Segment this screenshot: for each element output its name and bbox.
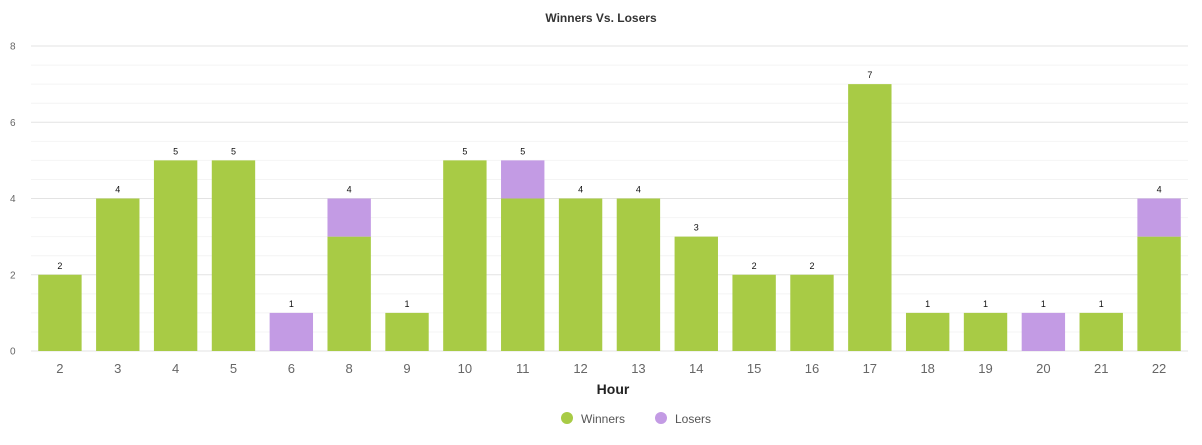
data-label: 5 (231, 146, 236, 156)
bar-winners-10[interactable] (443, 160, 487, 351)
bar-losers-22[interactable] (1137, 198, 1181, 237)
data-label: 4 (636, 185, 641, 195)
x-tick-label: 19 (978, 361, 992, 376)
x-tick-label: 6 (288, 361, 295, 376)
x-tick-label: 20 (1036, 361, 1050, 376)
x-tick-label: 5 (230, 361, 237, 376)
data-label: 1 (1041, 299, 1046, 309)
data-label: 4 (347, 185, 352, 195)
data-label: 4 (578, 185, 583, 195)
bar-winners-21[interactable] (1079, 312, 1123, 351)
x-axis-label: Hour (597, 381, 630, 397)
bar-winners-22[interactable] (1137, 236, 1181, 351)
chart-title: Winners Vs. Losers (545, 11, 657, 25)
x-tick-label: 18 (920, 361, 934, 376)
y-tick-label: 2 (10, 270, 16, 281)
data-label: 1 (405, 299, 410, 309)
bar-winners-15[interactable] (732, 274, 776, 351)
legend: Winners Losers (561, 412, 711, 426)
bar-winners-5[interactable] (211, 160, 256, 351)
data-labels: 2 4 5 5 1 4 1 5 5 4 4 3 2 2 7 1 1 1 1 4 (57, 70, 1161, 309)
bar-winners-12[interactable] (558, 198, 603, 352)
data-label: 7 (867, 70, 872, 80)
x-tick-label: 2 (56, 361, 63, 376)
y-axis: 0 2 4 6 8 (10, 42, 16, 358)
x-tick-label: 10 (458, 361, 472, 376)
legend-item-winners[interactable]: Winners (561, 412, 625, 426)
data-label: 1 (925, 299, 930, 309)
legend-label: Losers (675, 412, 711, 426)
x-tick-label: 4 (172, 361, 179, 376)
data-label: 2 (752, 261, 757, 271)
legend-marker (655, 412, 667, 424)
x-tick-label: 17 (863, 361, 877, 376)
bar-winners-14[interactable] (674, 236, 718, 351)
x-tick-label: 13 (631, 361, 645, 376)
data-label: 4 (1157, 185, 1162, 195)
bar-losers-8[interactable] (327, 198, 371, 237)
bar-winners-2[interactable] (38, 274, 82, 351)
x-tick-label: 14 (689, 361, 703, 376)
data-label: 5 (520, 146, 525, 156)
x-tick-label: 16 (805, 361, 819, 376)
x-tick-label: 9 (403, 361, 410, 376)
legend-marker (561, 412, 573, 424)
data-label: 1 (1099, 299, 1104, 309)
x-tick-label: 22 (1152, 361, 1166, 376)
bar-winners-13[interactable] (616, 198, 661, 352)
legend-item-losers[interactable]: Losers (655, 412, 711, 426)
x-tick-label: 11 (516, 361, 530, 376)
data-label: 5 (462, 146, 467, 156)
bar-winners-3[interactable] (96, 198, 140, 352)
legend-label: Winners (581, 412, 625, 426)
bars (38, 84, 1181, 351)
bar-winners-16[interactable] (790, 274, 834, 351)
bar-winners-4[interactable] (153, 160, 198, 351)
bar-losers-6[interactable] (269, 312, 314, 351)
bar-winners-8[interactable] (327, 236, 371, 351)
bar-winners-9[interactable] (385, 312, 429, 351)
x-tick-label: 12 (573, 361, 587, 376)
data-label: 1 (289, 299, 294, 309)
x-axis: 2 3 4 5 6 8 9 10 11 12 13 14 15 16 17 18 19 20 21 22 (56, 361, 1166, 376)
y-tick-label: 8 (10, 42, 16, 53)
y-tick-label: 6 (10, 118, 16, 129)
data-label: 4 (115, 185, 120, 195)
bar-winners-11[interactable] (501, 198, 545, 352)
y-tick-label: 0 (10, 347, 16, 358)
x-tick-label: 15 (747, 361, 761, 376)
bar-losers-20[interactable] (1021, 312, 1066, 351)
bar-winners-18[interactable] (905, 312, 950, 351)
bar-winners-19[interactable] (963, 312, 1008, 351)
bar-losers-11[interactable] (501, 160, 545, 199)
grid-lines (31, 45, 1188, 352)
data-label: 5 (173, 146, 178, 156)
x-tick-label: 8 (346, 361, 353, 376)
data-label: 3 (694, 223, 699, 233)
x-tick-label: 21 (1094, 361, 1108, 376)
data-label: 2 (57, 261, 62, 271)
data-label: 1 (983, 299, 988, 309)
bar-winners-17[interactable] (848, 84, 892, 351)
x-tick-label: 3 (114, 361, 121, 376)
y-tick-label: 4 (10, 194, 16, 205)
data-label: 2 (809, 261, 814, 271)
